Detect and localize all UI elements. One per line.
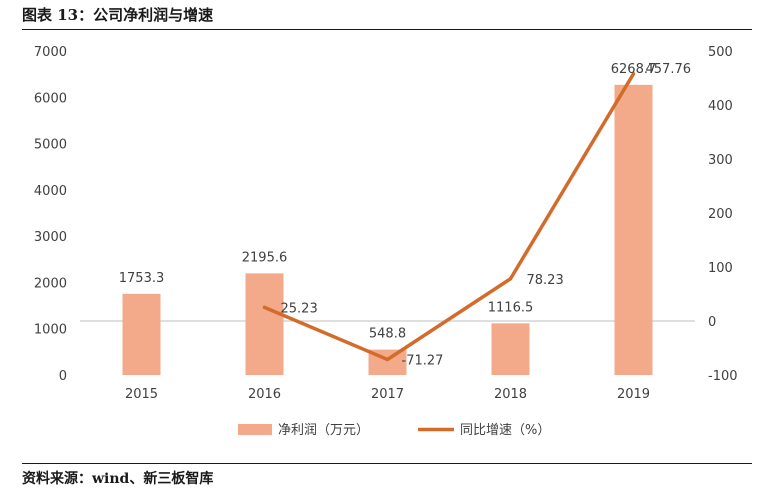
line-point <box>632 72 635 76</box>
bar-data-label: 548.8 <box>369 327 406 342</box>
bar <box>614 84 653 375</box>
line-data-label: 78.23 <box>527 273 564 288</box>
bar-data-label: 1753.3 <box>119 271 165 286</box>
bar-data-label: 2195.6 <box>242 250 288 265</box>
bar-series <box>122 84 653 375</box>
legend-line-label: 同比增速（%） <box>460 423 550 438</box>
legend: 净利润（万元） 同比增速（%） <box>238 423 550 438</box>
y-right-tick-label: 300 <box>708 153 733 168</box>
y-left-tick-label: 3000 <box>34 230 67 245</box>
growth-line <box>262 72 636 362</box>
line-point <box>509 277 512 281</box>
source-note: 资料来源：wind、新三板智库 <box>22 471 214 487</box>
x-tick-label: 2017 <box>371 387 404 402</box>
bar <box>491 323 530 375</box>
line-data-label: 457.76 <box>646 62 692 77</box>
top-rule <box>22 29 752 30</box>
legend-bar-label: 净利润（万元） <box>278 423 369 438</box>
line-data-label: -71.27 <box>402 353 444 368</box>
line-data-label: 25.23 <box>281 301 318 316</box>
x-tick-label: 2019 <box>617 387 650 402</box>
y-right-tick-label: 500 <box>708 45 733 60</box>
figure-title: 图表 13：公司净利润与增速 <box>22 6 214 24</box>
y-left-tick-label: 4000 <box>34 184 67 199</box>
y-right-tick-label: 100 <box>708 261 733 276</box>
y-right-tick-label: 0 <box>708 315 716 330</box>
legend-bar-swatch <box>238 424 272 435</box>
y-right-tick-label: -100 <box>708 369 738 384</box>
y-left-tick-label: 6000 <box>34 91 67 106</box>
y-right-tick-label: 400 <box>708 99 733 114</box>
y-left-tick-label: 0 <box>59 369 67 384</box>
bar <box>122 293 161 375</box>
y-left-tick-label: 1000 <box>34 323 67 338</box>
bar-data-label: 1116.5 <box>488 300 534 315</box>
y-left-tick-label: 7000 <box>34 45 67 60</box>
axes: 0 1000 2000 3000 4000 5000 6000 7000 -100 0 100 200… <box>34 45 738 402</box>
x-tick-label: 2016 <box>248 387 281 402</box>
y-right-tick-label: 200 <box>708 207 733 222</box>
line-point <box>386 357 389 361</box>
y-left-tick-label: 2000 <box>34 276 67 291</box>
data-labels: 1753.3 2195.6 548.8 1116.5 6268.7 25.23 -71.27… <box>119 62 691 369</box>
x-tick-label: 2015 <box>125 387 158 402</box>
y-left-tick-label: 5000 <box>34 138 67 153</box>
bar-data-label: 6268.7 <box>611 62 657 77</box>
bar <box>245 273 284 375</box>
line-point <box>263 305 266 309</box>
bottom-rule <box>22 463 752 464</box>
x-tick-label: 2018 <box>494 387 527 402</box>
line-series <box>262 72 636 362</box>
